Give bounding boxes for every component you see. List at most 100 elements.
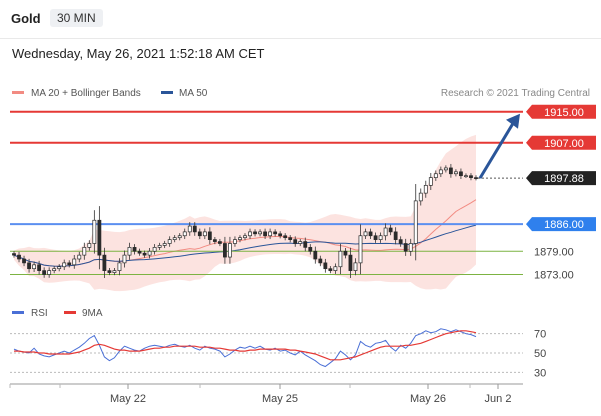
- candle-bear: [393, 231, 398, 240]
- candle-bear: [197, 231, 202, 237]
- level-tag-bg: [526, 171, 596, 186]
- candle-bull: [187, 225, 192, 233]
- candle-bull: [127, 247, 132, 256]
- candle-bear: [448, 167, 453, 175]
- candle-bull: [333, 266, 338, 271]
- candle-bull: [32, 264, 36, 270]
- candle-bear: [398, 239, 403, 244]
- candle-bull: [353, 262, 358, 271]
- candle-bear: [293, 239, 298, 244]
- candle-bear: [42, 270, 47, 275]
- candle-bear: [273, 231, 278, 235]
- x-tick-label: May 25: [262, 393, 298, 405]
- candle-bull: [298, 241, 303, 244]
- x-axis: May 22 May 25 May 26 Jun 2: [9, 384, 512, 405]
- rsi-panel: 70 50 30: [10, 328, 546, 379]
- candlesticks: [12, 163, 478, 278]
- candle-bear: [27, 262, 31, 270]
- candle-bull: [464, 175, 468, 178]
- candle-bull: [433, 173, 438, 178]
- candle-bear: [318, 258, 323, 264]
- candle-bear: [67, 262, 72, 266]
- candle-bull: [117, 262, 122, 271]
- level-tag-bg: [526, 135, 596, 150]
- candle-bear: [469, 175, 473, 178]
- candle-bull: [438, 169, 443, 175]
- candle-bull: [443, 167, 448, 171]
- candle-bear: [283, 235, 288, 239]
- candle-bear: [223, 243, 227, 258]
- chart-datetime: Wednesday, May 26, 2021 1:52:18 AM CET: [12, 46, 265, 61]
- level-tag-pivot: 1886.00: [544, 219, 584, 231]
- candle-bear: [37, 264, 42, 271]
- candle-bear: [368, 231, 373, 237]
- candle-bear: [107, 270, 112, 273]
- candle-bull: [77, 254, 82, 260]
- candle-bull: [87, 243, 92, 248]
- candle-bull: [423, 185, 428, 194]
- candle-bull: [72, 258, 77, 266]
- candle-bull: [454, 171, 458, 175]
- candle-bull: [202, 231, 207, 237]
- candle-bear: [212, 239, 217, 242]
- candle-bull: [122, 254, 127, 264]
- candle-bull: [147, 250, 152, 256]
- candle-bull: [152, 247, 157, 252]
- rsi-tick-label: 50: [534, 348, 546, 360]
- legend-swatch-bollinger: [12, 91, 24, 94]
- candle-bear: [323, 262, 328, 270]
- candle-bear: [343, 250, 348, 256]
- candle-bull: [408, 243, 413, 252]
- candle-bull: [57, 266, 62, 270]
- chart-header: Gold 30 MIN: [0, 0, 601, 38]
- legend-swatch-ma50: [161, 91, 173, 94]
- candle-bull: [228, 243, 232, 258]
- candle-bull: [62, 262, 67, 268]
- candle-bull: [258, 231, 262, 235]
- rsi-ma9-line: [14, 330, 477, 361]
- x-tick-label: Jun 2: [485, 393, 512, 405]
- candle-bear: [328, 268, 333, 271]
- bollinger-band: [14, 134, 476, 292]
- legend-swatch-9ma: [64, 311, 76, 314]
- candle-bear: [308, 247, 313, 252]
- legend-swatch-rsi: [12, 311, 24, 314]
- legend-label-9ma: 9MA: [82, 308, 103, 319]
- rsi-legend: RSI 9MA: [12, 308, 103, 319]
- copyright-text: Research © 2021 Trading Central: [441, 88, 590, 99]
- rsi-tick-label: 30: [534, 367, 546, 379]
- legend-label-bollinger: MA 20 + Bollinger Bands: [31, 88, 141, 99]
- candle-bear: [288, 237, 293, 240]
- candle-bull: [243, 235, 247, 239]
- candle-bull: [378, 235, 383, 240]
- candle-bull: [428, 177, 433, 186]
- candle-bear: [388, 227, 393, 233]
- x-tick-label: May 22: [110, 393, 146, 405]
- candle-bull: [413, 200, 418, 244]
- timeframe-badge[interactable]: 30 MIN: [50, 9, 103, 27]
- candle-bear: [17, 254, 21, 260]
- candle-bull: [338, 250, 343, 268]
- rsi-line: [13, 328, 477, 368]
- candle-bear: [192, 225, 197, 233]
- instrument-title: Gold: [11, 11, 41, 26]
- level-tag-resistance: 1915.00: [544, 107, 584, 119]
- candle-bull: [92, 219, 97, 244]
- candle-bear: [373, 235, 378, 240]
- candle-bear: [278, 233, 283, 237]
- candle-bear: [348, 254, 353, 271]
- level-tag-resistance: 1907.00: [544, 138, 584, 150]
- candle-bull: [162, 243, 167, 246]
- candle-bear: [459, 171, 463, 177]
- candle-bear: [132, 247, 137, 252]
- legend-label-rsi: RSI: [31, 308, 48, 319]
- forecast-arrow-shaft: [478, 120, 516, 179]
- candle-bull: [112, 270, 117, 273]
- candle-bull: [172, 237, 177, 240]
- candle-bear: [137, 250, 142, 254]
- candle-bull: [383, 227, 388, 237]
- price-levels: [10, 110, 523, 275]
- candle-bull: [233, 239, 237, 244]
- candle-bull: [82, 247, 87, 256]
